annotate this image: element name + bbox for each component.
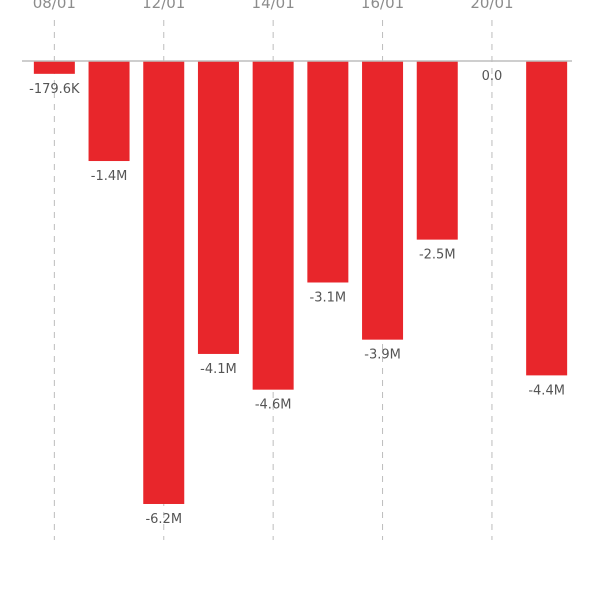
x-tick-label: 08/01 — [33, 0, 76, 12]
x-tick-label: 20/01 — [470, 0, 513, 12]
bar — [362, 61, 404, 340]
bar-value-label: -179.6K — [29, 82, 80, 97]
bar-value-label: -4.6M — [255, 398, 292, 413]
bar — [307, 61, 349, 283]
bar — [416, 61, 458, 240]
x-tick-label: 12/01 — [142, 0, 185, 12]
bar-value-label: -4.4M — [528, 383, 565, 398]
value-labels: -179.6K -1.4M -6.2M -4.1M -4.6M -3.1M -3.9M -2.… — [29, 69, 565, 527]
bar-value-label: -3.9M — [364, 348, 401, 363]
x-tick-label: 14/01 — [252, 0, 295, 12]
bar — [526, 61, 568, 376]
bar-value-label: -4.1M — [200, 362, 237, 377]
bar-value-label: -3.1M — [310, 290, 347, 305]
x-tick-label: 16/01 — [361, 0, 404, 12]
bar — [197, 61, 239, 354]
bar — [143, 61, 185, 504]
bar-value-label: 0.0 — [482, 69, 503, 84]
bars — [33, 61, 568, 504]
bar-value-label: -6.2M — [145, 512, 182, 527]
bar-value-label: -2.5M — [419, 248, 456, 263]
bar — [33, 61, 75, 74]
x-axis-ticks: 08/01 12/01 14/01 16/01 20/01 — [33, 0, 514, 12]
bar — [88, 61, 130, 162]
bar-value-label: -1.4M — [91, 169, 128, 184]
bar — [252, 61, 294, 390]
